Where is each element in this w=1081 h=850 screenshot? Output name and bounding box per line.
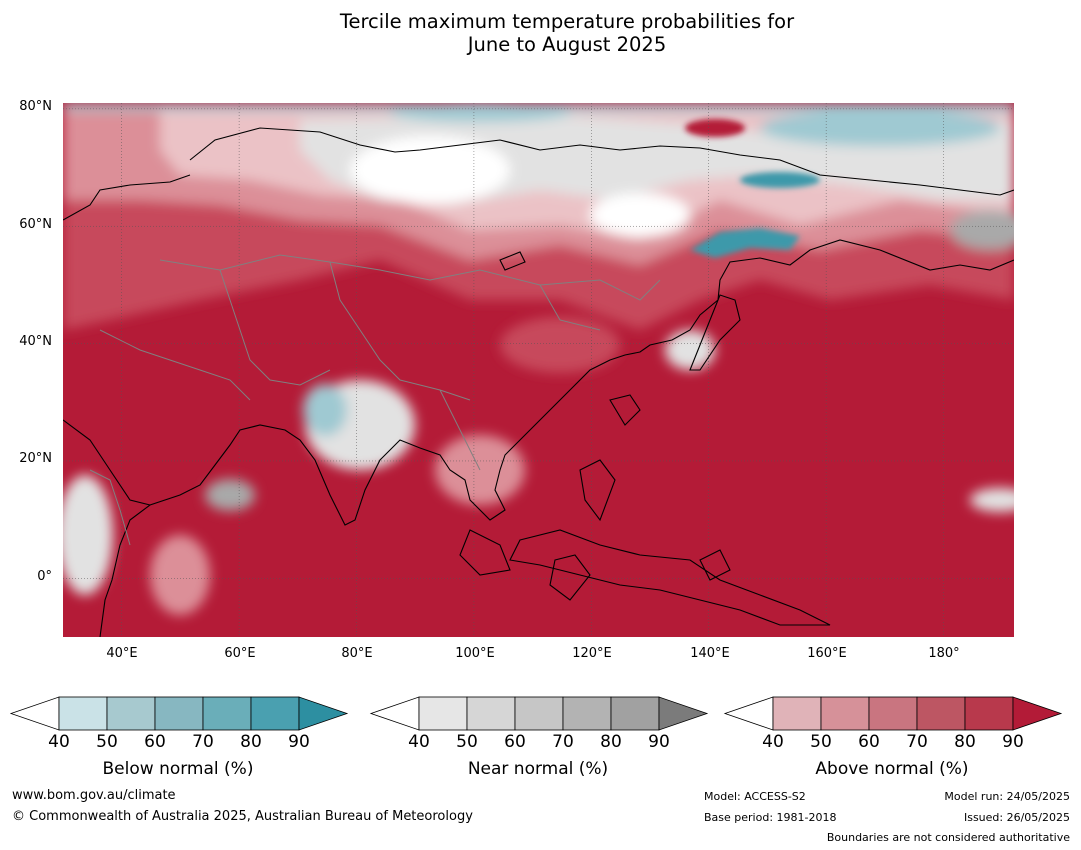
tick: 40: [762, 732, 784, 752]
colorbar-max-extension: [298, 696, 349, 731]
colorbar-segment: [466, 696, 516, 731]
lat-label-60n: 60°N: [19, 217, 52, 232]
colorbar-segment: [106, 696, 156, 731]
colorbar-segment: [868, 696, 918, 731]
tick: 80: [600, 732, 622, 752]
tick: 40: [408, 732, 430, 752]
lon-label-160e: 160°E: [807, 646, 847, 661]
map-title: Tercile maximum temperature probabilitie…: [0, 10, 1081, 56]
colorbar-min-extension: [723, 696, 774, 731]
colorbar-segment: [154, 696, 204, 731]
tick: 80: [240, 732, 262, 752]
lon-label-120e: 120°E: [572, 646, 612, 661]
lat-label-80n: 80°N: [19, 99, 52, 114]
colorbar-segment: [964, 696, 1014, 731]
tick: 60: [504, 732, 526, 752]
graticule: [63, 103, 1014, 637]
strong-anomaly-patches: [685, 119, 820, 258]
boundary-disclaimer: Boundaries are not considered authoritat…: [826, 831, 1070, 844]
tick: 80: [954, 732, 976, 752]
below-colorbar: [9, 696, 349, 731]
above-normal-label: Above normal (%): [815, 759, 969, 779]
colorbar-segment: [418, 696, 468, 731]
coastlines: [63, 127, 1014, 637]
country-borders: [89, 254, 661, 546]
map-field: [63, 103, 1014, 637]
colorbar-min-extension: [369, 696, 420, 731]
title-line-1: Tercile maximum temperature probabilitie…: [339, 10, 795, 33]
tick: 90: [288, 732, 310, 752]
lon-label-40e: 40°E: [106, 646, 138, 661]
lon-label-140e: 140°E: [690, 646, 730, 661]
colorbar-min-extension: [9, 696, 60, 731]
colorbar-segment: [250, 696, 300, 731]
tick: 90: [648, 732, 670, 752]
colorbar-max-extension: [1012, 696, 1063, 731]
copyright: © Commonwealth of Australia 2025, Austra…: [12, 809, 473, 824]
tick: 50: [96, 732, 118, 752]
issued-date: Issued: 26/05/2025: [963, 811, 1070, 824]
colorbar-segment: [58, 696, 108, 731]
colorbar-segment: [202, 696, 252, 731]
tick: 60: [144, 732, 166, 752]
probability-shading: [63, 103, 1014, 615]
model-name: Model: ACCESS-S2: [704, 790, 806, 803]
lon-label-100e: 100°E: [455, 646, 495, 661]
colorbar-max-extension: [658, 696, 709, 731]
base-period: Base period: 1981-2018: [704, 811, 837, 824]
colorbar-segment: [820, 696, 870, 731]
lat-label-equator: 0°: [37, 569, 52, 584]
model-run-date: Model run: 24/05/2025: [944, 790, 1070, 803]
tick: 70: [192, 732, 214, 752]
lon-label-180: 180°: [928, 646, 960, 661]
near-colorbar: [369, 696, 709, 731]
tick: 50: [456, 732, 478, 752]
colorbar-segment: [562, 696, 612, 731]
below-normal-label: Below normal (%): [102, 759, 254, 779]
near-normal-label: Near normal (%): [467, 759, 609, 779]
colorbars: [9, 696, 1063, 731]
tick: 70: [552, 732, 574, 752]
tick: 90: [1002, 732, 1024, 752]
lat-label-40n: 40°N: [19, 334, 52, 349]
above-colorbar: [723, 696, 1063, 731]
colorbar-segment: [610, 696, 660, 731]
lon-label-80e: 80°E: [341, 646, 373, 661]
lon-label-60e: 60°E: [224, 646, 256, 661]
colorbar-segment: [916, 696, 966, 731]
colorbar-segment: [772, 696, 822, 731]
website-link[interactable]: www.bom.gov.au/climate: [12, 788, 176, 803]
title-line-2: June to August 2025: [467, 33, 667, 56]
tick: 50: [810, 732, 832, 752]
tick: 70: [906, 732, 928, 752]
colorbar-segment: [514, 696, 564, 731]
lat-label-20n: 20°N: [19, 451, 52, 466]
tick: 60: [858, 732, 880, 752]
tick: 40: [48, 732, 70, 752]
